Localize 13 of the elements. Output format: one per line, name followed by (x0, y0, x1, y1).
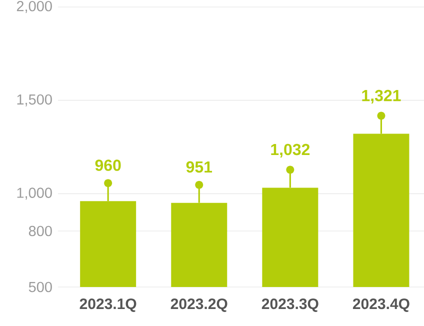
data-label: 951 (186, 161, 212, 173)
y-tick-label: 2,000 (16, 1, 52, 13)
data-label: 960 (95, 160, 121, 171)
y-tick-label: 1,000 (17, 188, 52, 200)
y-tick-label: 1,500 (17, 94, 52, 106)
x-tick-label: 2023.4Q (352, 298, 410, 312)
x-tick-label: 2023.1Q (80, 298, 136, 312)
data-label: 1,032 (271, 144, 310, 158)
y-tick-label: 500 (28, 282, 52, 292)
y-tick-label: 800 (28, 226, 52, 236)
x-tick-label: 2023.2Q (170, 298, 228, 312)
data-label: 1,321 (362, 90, 401, 104)
x-tick-label: 2023.3Q (262, 298, 318, 312)
